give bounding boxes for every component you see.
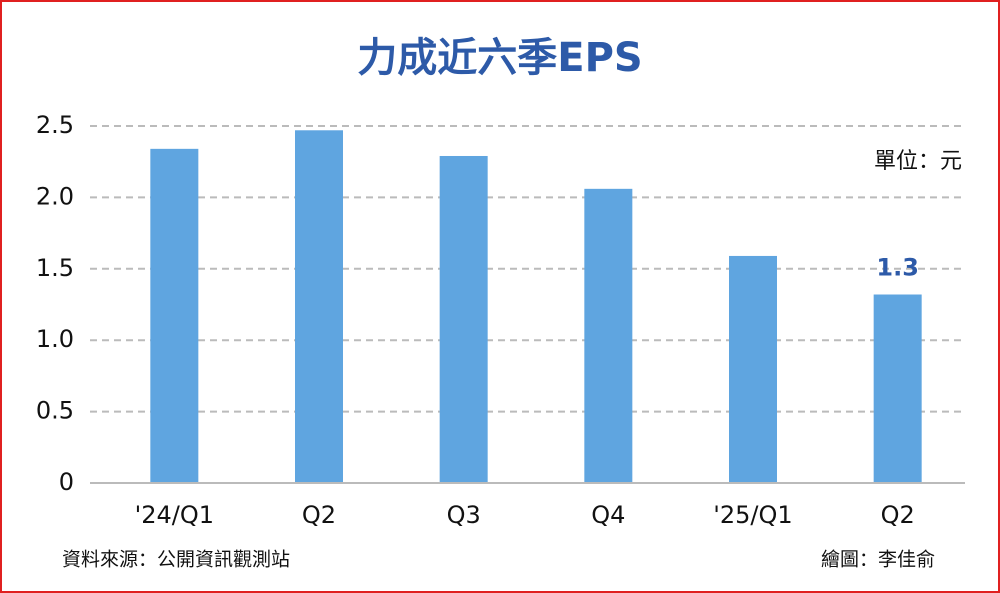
y-tick-label: 1.5 — [36, 254, 74, 282]
bar — [873, 294, 922, 483]
unit-label: 單位：元 — [874, 149, 962, 174]
credit: 繪圖：李佳俞 — [821, 549, 935, 571]
chart-title: 力成近六季EPS — [357, 35, 642, 81]
y-tick-label: 2.0 — [36, 182, 74, 210]
bar — [439, 155, 488, 483]
y-tick-label: 1.0 — [36, 325, 74, 353]
source: 資料來源：公開資訊觀測站 — [62, 549, 290, 571]
value-label: 1.3 — [876, 254, 919, 282]
x-tick-label: Q3 — [447, 501, 481, 529]
x-tick-label: '24/Q1 — [135, 501, 214, 529]
bar — [584, 188, 633, 483]
x-tick-label: Q2 — [302, 501, 336, 529]
x-tick-label: '25/Q1 — [713, 501, 792, 529]
bar — [295, 130, 343, 483]
bar — [729, 255, 777, 483]
x-tick-label: Q2 — [881, 501, 915, 529]
y-tick-label: 0 — [59, 468, 74, 496]
bar — [150, 148, 199, 483]
y-tick-label: 2.5 — [36, 111, 74, 139]
x-tick-label: Q4 — [591, 501, 625, 529]
y-tick-label: 0.5 — [36, 397, 74, 425]
